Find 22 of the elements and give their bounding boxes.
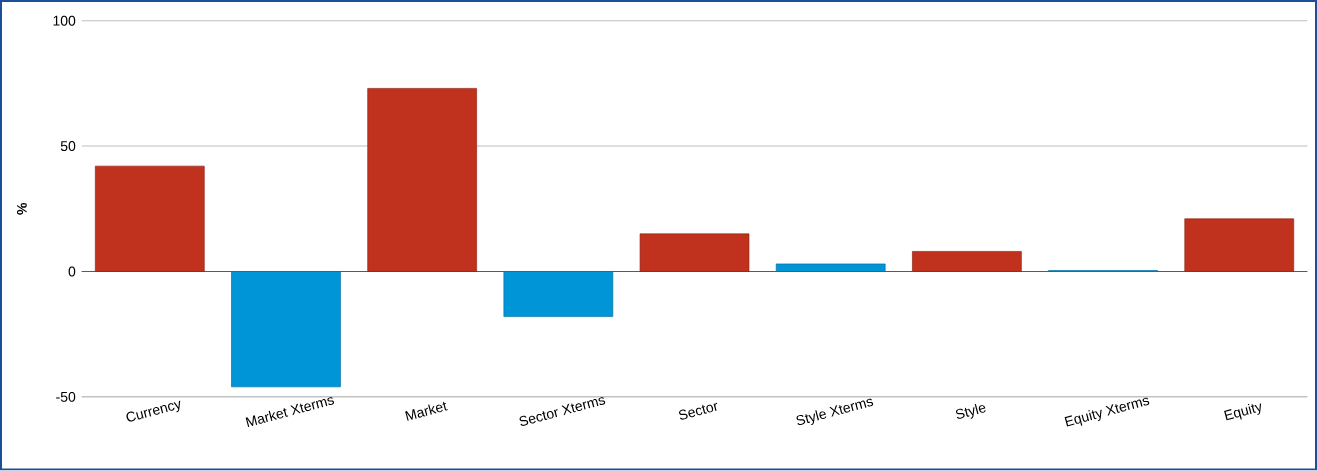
y-tick-label: -50: [56, 392, 76, 403]
y-tick-label: 0: [68, 266, 76, 277]
y-tick-label: 100: [53, 15, 76, 26]
x-tick-label: Style: [955, 404, 986, 419]
x-tick-label: Equity: [1224, 403, 1262, 421]
bar: [231, 271, 341, 388]
bar: [367, 88, 477, 273]
bar: [912, 251, 1022, 273]
bar: [503, 271, 614, 318]
x-tick-label: Sector: [679, 403, 718, 420]
bar: [775, 263, 886, 273]
bar: [639, 233, 750, 273]
bar: [1184, 218, 1295, 273]
x-tick-label: Sector Xterms: [519, 397, 606, 427]
y-axis-title: %: [16, 203, 27, 215]
x-tick-label: Style Xterms: [796, 398, 874, 426]
x-tick-label: Market: [405, 401, 448, 422]
x-tick-label: Equity Xterms: [1064, 397, 1150, 427]
x-tick-label: Currency: [126, 400, 181, 422]
y-tick-label: 50: [60, 141, 76, 152]
x-tick-label: Market Xterms: [245, 397, 335, 428]
bar: [94, 166, 205, 273]
